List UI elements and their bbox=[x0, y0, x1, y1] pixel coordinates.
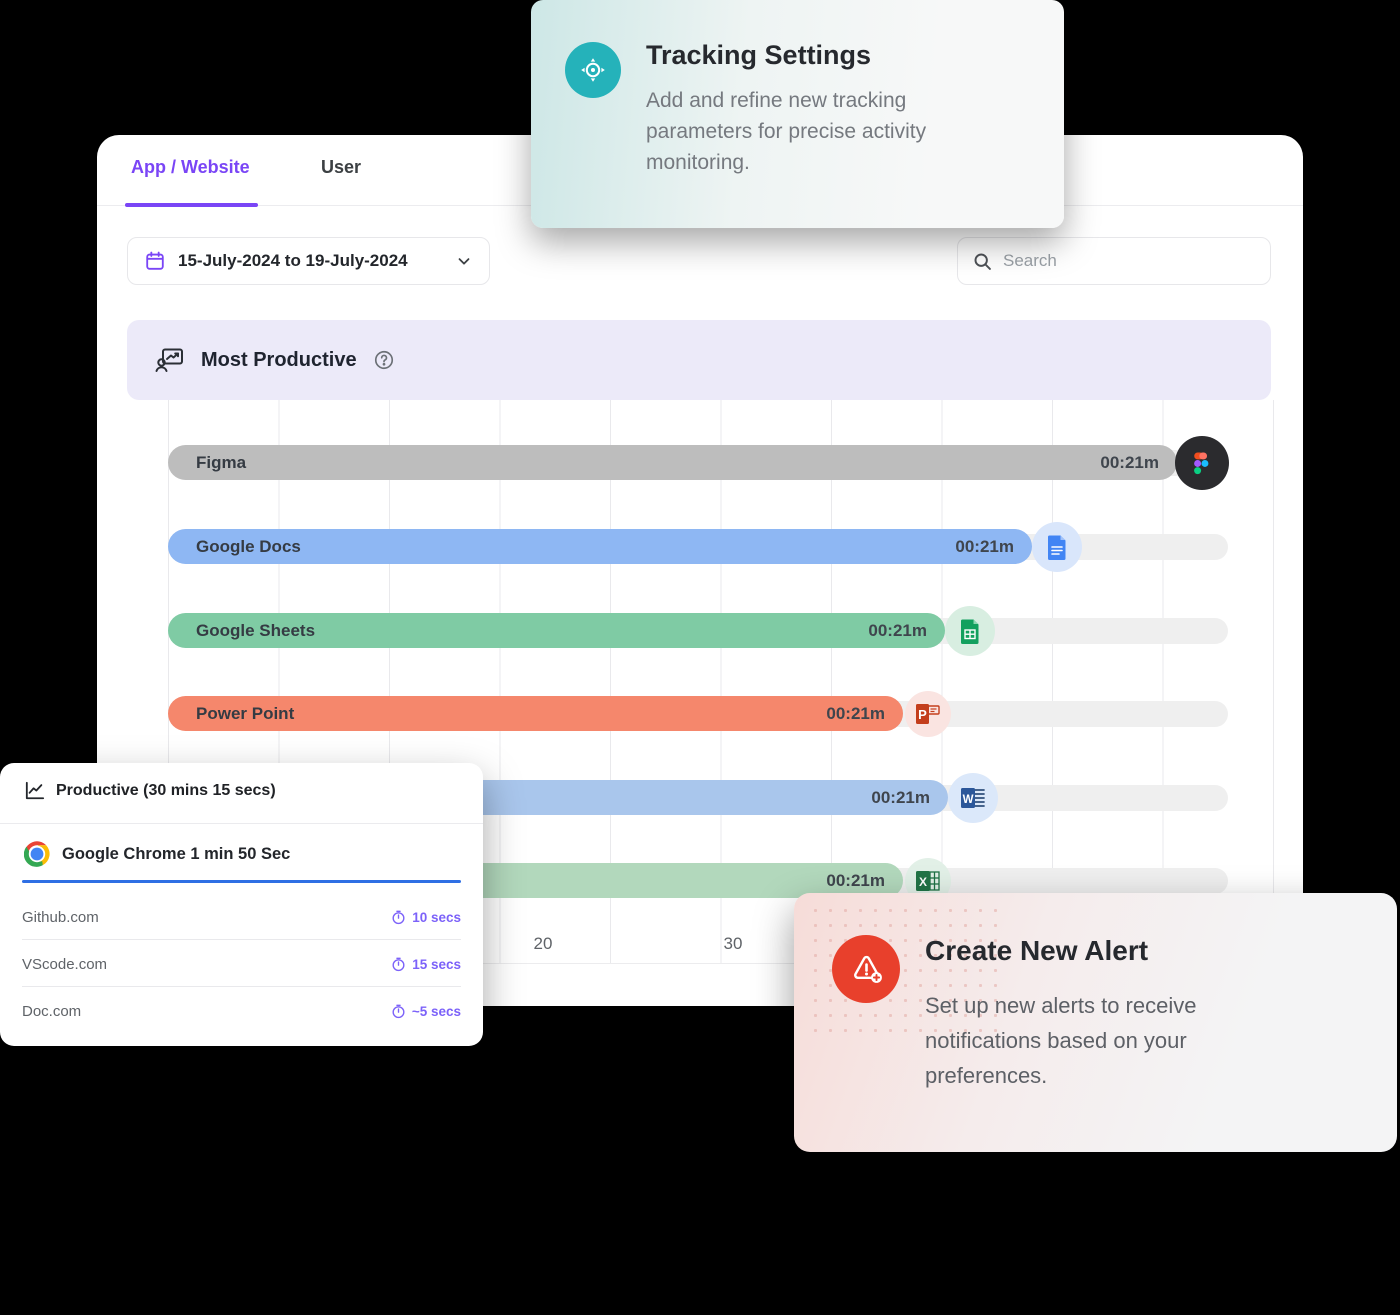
chevron-down-icon bbox=[455, 252, 473, 270]
svg-text:P: P bbox=[918, 707, 927, 722]
create-new-alert-card: Create New Alert Set up new alerts to re… bbox=[794, 893, 1397, 1152]
x-axis-tick-20: 20 bbox=[533, 934, 553, 953]
chart-row-google-sheets: Google Sheets 00:21m bbox=[168, 605, 1274, 657]
site-duration: 15 secs bbox=[391, 957, 461, 972]
chart-row-powerpoint: Power Point 00:21m P bbox=[168, 688, 1274, 740]
site-duration: ~5 secs bbox=[391, 1004, 461, 1019]
search-icon bbox=[972, 251, 993, 272]
most-productive-header: Most Productive bbox=[127, 320, 1271, 400]
site-row-vscode: VScode.com 15 secs bbox=[22, 946, 461, 982]
bar-value: 00:21m bbox=[868, 620, 927, 640]
bar-value: 00:21m bbox=[1100, 452, 1159, 472]
create-alert-description: Set up new alerts to receive notificatio… bbox=[925, 993, 1197, 1088]
timer-icon bbox=[392, 1004, 405, 1018]
site-row-github: Github.com 10 secs bbox=[22, 899, 461, 935]
alert-plus-icon bbox=[832, 935, 900, 1003]
chart-row-figma: Figma 00:21m bbox=[168, 436, 1274, 490]
site-duration-text: ~5 secs bbox=[411, 1003, 461, 1019]
tracking-settings-card: Tracking Settings Add and refine new tra… bbox=[531, 0, 1064, 228]
chrome-icon bbox=[24, 841, 50, 867]
date-range-value: 15-July-2024 to 19-July-2024 bbox=[178, 251, 408, 270]
line-chart-icon bbox=[24, 781, 46, 801]
google-sheets-icon bbox=[945, 606, 995, 656]
x-axis-line bbox=[127, 963, 1271, 964]
site-name: Doc.com bbox=[22, 1002, 82, 1020]
chrome-duration: Google Chrome 1 min 50 Sec bbox=[62, 844, 291, 863]
calendar-icon bbox=[144, 250, 166, 272]
bar-value: 00:21m bbox=[826, 703, 885, 723]
bar-label: Power Point bbox=[196, 703, 295, 723]
bar-value: 00:21m bbox=[871, 787, 930, 807]
powerpoint-bar[interactable]: Power Point 00:21m bbox=[168, 696, 903, 731]
bar-label: Figma bbox=[196, 452, 247, 472]
tracking-settings-title: Tracking Settings bbox=[646, 40, 872, 70]
divider bbox=[0, 823, 483, 824]
chrome-underline bbox=[22, 880, 461, 883]
svg-text:W: W bbox=[963, 794, 974, 806]
bar-value: 00:21m bbox=[826, 870, 885, 890]
site-row-doc: Doc.com ~5 secs bbox=[22, 993, 461, 1029]
timer-icon bbox=[392, 957, 405, 971]
svg-text:X: X bbox=[919, 875, 927, 889]
productive-header: Productive (30 mins 15 secs) bbox=[24, 781, 276, 801]
timer-icon bbox=[392, 910, 405, 924]
site-duration: 10 secs bbox=[391, 910, 461, 925]
word-icon: W bbox=[948, 773, 998, 823]
date-range-picker[interactable]: 15-July-2024 to 19-July-2024 bbox=[127, 237, 490, 285]
chart-row-google-docs: Google Docs 00:21m bbox=[168, 521, 1274, 573]
site-name: Github.com bbox=[22, 908, 99, 926]
search-field bbox=[957, 237, 1271, 285]
bar-label: Google Sheets bbox=[196, 620, 316, 640]
section-title: Most Productive bbox=[201, 348, 357, 371]
target-icon bbox=[565, 42, 621, 98]
presentation-icon bbox=[155, 347, 185, 373]
bar-value: 00:21m bbox=[955, 536, 1014, 556]
site-duration-text: 10 secs bbox=[412, 909, 461, 925]
site-duration-text: 15 secs bbox=[412, 956, 461, 972]
divider bbox=[22, 939, 461, 940]
chrome-row: Google Chrome 1 min 50 Sec bbox=[24, 841, 290, 867]
figma-bar[interactable]: Figma 00:21m bbox=[168, 445, 1177, 480]
tab-app-website[interactable]: App / Website bbox=[131, 157, 250, 177]
divider bbox=[22, 986, 461, 987]
figma-icon bbox=[1175, 436, 1229, 490]
powerpoint-icon: P bbox=[905, 691, 951, 737]
google-docs-bar[interactable]: Google Docs 00:21m bbox=[168, 529, 1032, 564]
create-alert-title: Create New Alert bbox=[925, 935, 1149, 966]
google-docs-icon bbox=[1032, 522, 1082, 572]
x-axis-tick-30: 30 bbox=[723, 934, 743, 953]
active-tab-indicator bbox=[125, 203, 258, 207]
tab-user[interactable]: User bbox=[321, 157, 362, 177]
search-input[interactable] bbox=[1003, 251, 1243, 271]
question-icon[interactable] bbox=[373, 349, 395, 371]
bar-label: Google Docs bbox=[196, 536, 301, 556]
site-name: VScode.com bbox=[22, 955, 108, 973]
productive-tooltip: Productive (30 mins 15 secs) Google Chro… bbox=[0, 763, 483, 1046]
tracking-settings-description: Add and refine new tracking parameters f… bbox=[646, 89, 927, 174]
google-sheets-bar[interactable]: Google Sheets 00:21m bbox=[168, 613, 945, 648]
productive-title: Productive (30 mins 15 secs) bbox=[56, 782, 276, 799]
